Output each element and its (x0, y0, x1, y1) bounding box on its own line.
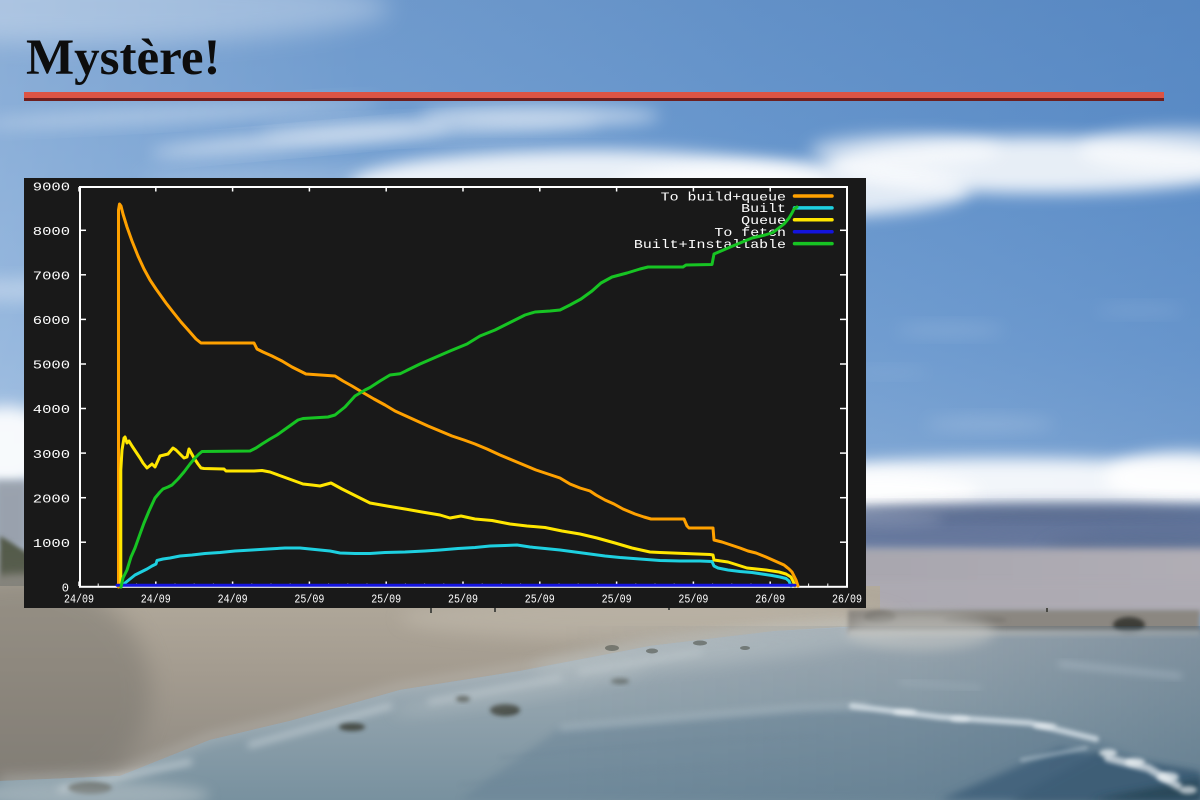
svg-text:24/09: 24/09 (64, 594, 94, 607)
svg-text:25/09: 25/09 (525, 594, 555, 607)
svg-text:7000: 7000 (33, 270, 70, 284)
svg-text:25/09: 25/09 (678, 594, 708, 607)
svg-text:To fetch: To fetch (714, 226, 786, 240)
svg-text:26/09: 26/09 (755, 594, 785, 607)
svg-text:25/09: 25/09 (371, 594, 401, 607)
svg-text:2000: 2000 (33, 492, 70, 506)
svg-text:25/09: 25/09 (448, 594, 478, 607)
svg-text:4000: 4000 (33, 403, 70, 417)
svg-text:24/09: 24/09 (218, 594, 248, 607)
svg-text:Queue: Queue (741, 214, 786, 228)
svg-text:Built+Installable: Built+Installable (634, 238, 786, 252)
svg-text:To build+queue: To build+queue (661, 190, 786, 204)
svg-text:Built: Built (741, 202, 786, 216)
svg-text:25/09: 25/09 (294, 594, 324, 607)
svg-text:0: 0 (62, 582, 69, 596)
svg-text:24/09: 24/09 (141, 594, 171, 607)
svg-text:25/09: 25/09 (602, 594, 632, 607)
svg-text:3000: 3000 (33, 448, 70, 462)
svg-text:1000: 1000 (33, 537, 70, 551)
svg-text:6000: 6000 (33, 314, 70, 328)
svg-text:9000: 9000 (33, 180, 70, 194)
svg-text:26/09: 26/09 (832, 594, 862, 607)
svg-text:5000: 5000 (33, 359, 70, 373)
svg-text:8000: 8000 (33, 225, 70, 239)
